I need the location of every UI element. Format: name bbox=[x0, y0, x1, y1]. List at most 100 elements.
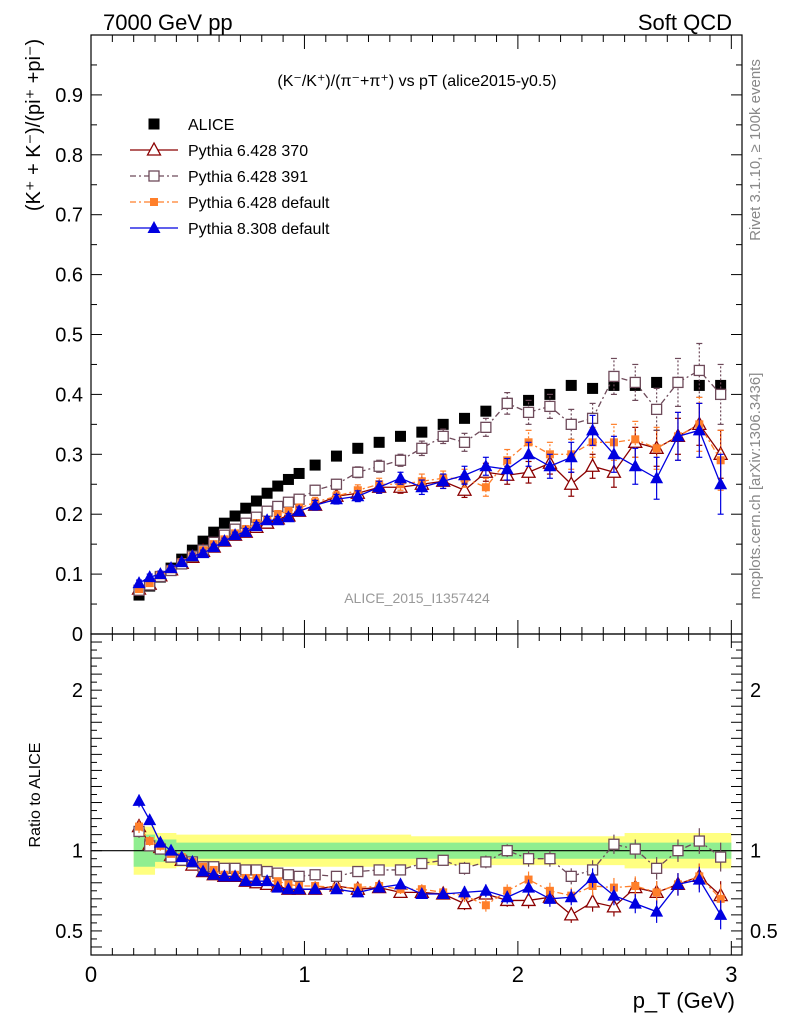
data-point bbox=[563, 475, 579, 490]
main-plot: 0 0.1 0.2 0.3 0.4 0.5 0.6 0.7 0.8 0.9 bbox=[55, 34, 743, 646]
data-point bbox=[372, 480, 386, 493]
data-point bbox=[415, 480, 429, 493]
data-point bbox=[271, 513, 285, 526]
data-point bbox=[250, 495, 262, 507]
data-point bbox=[650, 471, 664, 484]
data-point bbox=[693, 379, 705, 391]
ratio-data-point bbox=[606, 898, 622, 913]
ratio-data-point bbox=[175, 850, 189, 863]
series-line bbox=[138, 429, 722, 584]
ratio-data-point bbox=[584, 893, 601, 908]
data-point bbox=[272, 500, 284, 513]
ratio-data-point bbox=[153, 835, 167, 848]
series-line bbox=[138, 423, 722, 590]
legend-label: ALICE bbox=[188, 117, 234, 134]
ratio-data-point bbox=[135, 822, 144, 831]
data-point bbox=[308, 498, 322, 511]
data-point bbox=[351, 489, 365, 502]
data-point bbox=[143, 570, 157, 583]
data-point bbox=[480, 405, 492, 417]
data-point bbox=[714, 477, 728, 490]
main-y-tick-label: 0.7 bbox=[55, 205, 83, 227]
legend-item-pythia-6-428-391: Pythia 6.428 391 bbox=[130, 169, 308, 186]
data-point bbox=[544, 400, 556, 413]
data-point bbox=[693, 364, 705, 377]
data-point bbox=[587, 382, 599, 394]
data-point bbox=[309, 459, 321, 471]
ratio-data-point bbox=[607, 888, 621, 901]
data-point bbox=[628, 459, 642, 472]
data-point bbox=[260, 513, 274, 526]
series-pythia-6-428-370 bbox=[131, 402, 729, 595]
main-y-tick-label: 0.6 bbox=[55, 265, 83, 287]
data-point bbox=[715, 388, 727, 401]
data-point bbox=[207, 540, 221, 553]
x-tick-label: 1 bbox=[298, 962, 310, 987]
ratio-data-point bbox=[458, 862, 471, 874]
legend-marker bbox=[150, 198, 158, 206]
data-point bbox=[479, 459, 493, 472]
main-y-tick-label: 0.4 bbox=[55, 384, 83, 406]
data-point bbox=[281, 510, 295, 523]
data-point bbox=[132, 576, 146, 589]
main-y-tick-label: 0.8 bbox=[55, 145, 83, 167]
ratio-data-point bbox=[351, 885, 365, 898]
ratio-data-point bbox=[282, 869, 295, 881]
ratio-data-point bbox=[217, 869, 231, 882]
data-point bbox=[522, 406, 535, 419]
ratio-data-point bbox=[271, 880, 285, 893]
data-point bbox=[185, 549, 199, 562]
ratio-data-point bbox=[228, 869, 242, 882]
data-point bbox=[501, 397, 513, 410]
data-point bbox=[522, 447, 536, 460]
legend-label: Pythia 6.428 391 bbox=[188, 169, 308, 186]
ratio-y-tick-label-right: 2 bbox=[750, 680, 761, 702]
data-point bbox=[629, 376, 641, 389]
ratio-data-point bbox=[629, 843, 641, 855]
ratio-data-point bbox=[132, 793, 146, 806]
ratio-data-point bbox=[164, 843, 178, 856]
data-point bbox=[282, 496, 295, 508]
data-point bbox=[352, 466, 364, 478]
legend-item-pythia-6-428-370: Pythia 6.428 370 bbox=[130, 141, 308, 160]
ratio-data-point bbox=[272, 867, 284, 879]
ratio-data-point bbox=[373, 864, 385, 876]
ratio-y-tick-label-right: 0.5 bbox=[750, 921, 778, 943]
ratio-data-point bbox=[416, 857, 428, 870]
ratio-data-point bbox=[563, 906, 579, 921]
data-point bbox=[261, 487, 273, 499]
data-point bbox=[672, 376, 684, 389]
data-point bbox=[330, 478, 343, 490]
data-point bbox=[520, 463, 537, 478]
legend-marker bbox=[147, 221, 161, 233]
ratio-data-point bbox=[239, 874, 253, 887]
data-point bbox=[393, 471, 407, 484]
data-point bbox=[309, 484, 321, 496]
x-axis-label: p_T (GeV) bbox=[633, 988, 735, 1013]
data-point bbox=[692, 423, 706, 436]
data-point bbox=[228, 528, 242, 541]
ratio-plot: 0.5 0.5 1 1 2 2 0 1 2 3 bbox=[55, 633, 778, 987]
data-point bbox=[293, 467, 305, 479]
data-point bbox=[272, 480, 284, 492]
data-point bbox=[481, 483, 490, 492]
data-point bbox=[416, 442, 428, 454]
data-point bbox=[218, 517, 230, 529]
ratio-data-point bbox=[628, 896, 642, 909]
data-point bbox=[330, 450, 342, 462]
data-point bbox=[394, 430, 406, 442]
ratio-data-point bbox=[522, 880, 536, 893]
data-point bbox=[584, 457, 601, 472]
data-point bbox=[715, 379, 727, 391]
data-point bbox=[565, 379, 577, 391]
legend-label: Pythia 6.428 default bbox=[188, 195, 330, 212]
ratio-data-point bbox=[352, 865, 364, 878]
data-point bbox=[543, 459, 557, 472]
data-point bbox=[197, 535, 209, 547]
ratio-data-point bbox=[715, 851, 727, 863]
legend-marker bbox=[148, 170, 160, 182]
ratio-data-point bbox=[240, 864, 252, 876]
legend-label: Pythia 6.428 370 bbox=[188, 143, 308, 160]
data-point bbox=[145, 579, 154, 588]
data-point bbox=[459, 412, 471, 424]
